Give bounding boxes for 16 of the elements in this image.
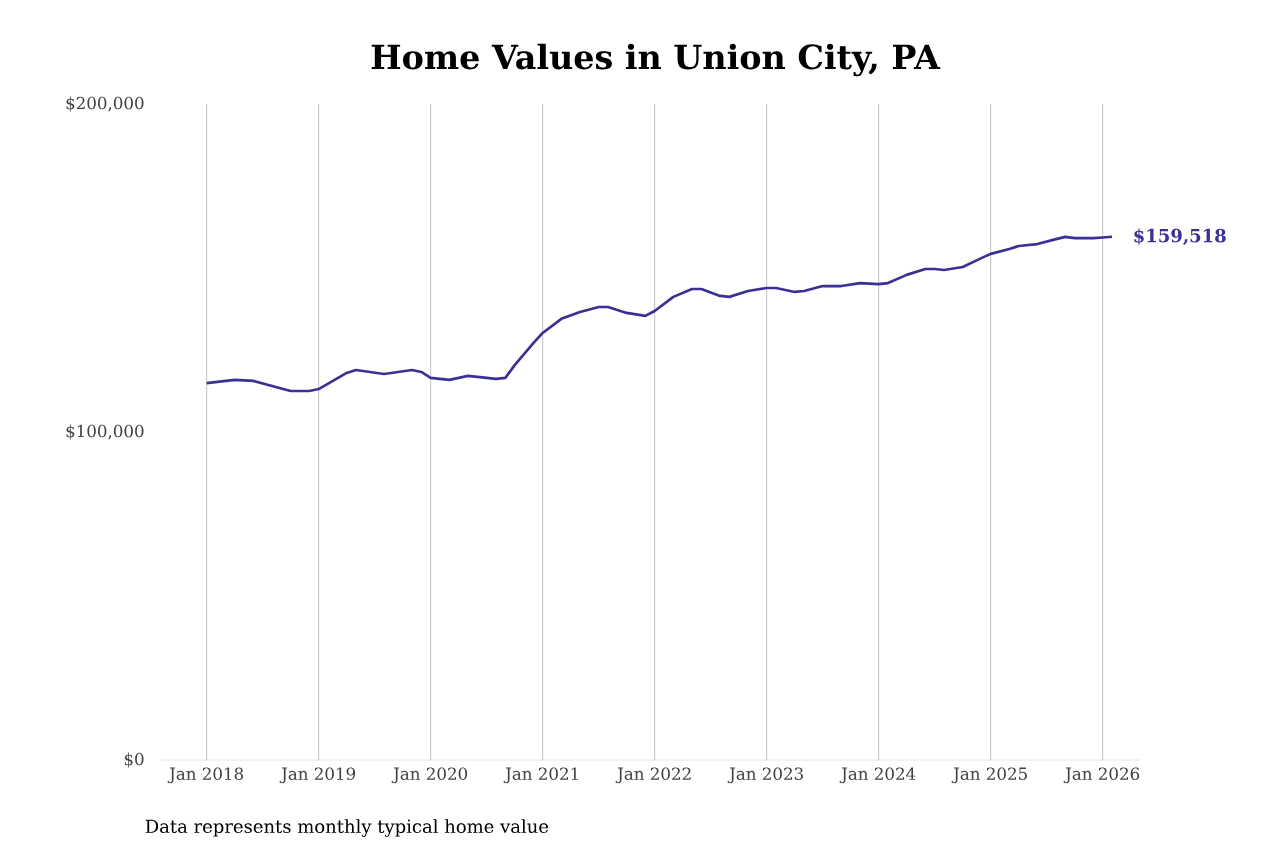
x-tick-label: Jan 2026 <box>1063 767 1140 784</box>
x-tick-label: Jan 2019 <box>279 767 356 784</box>
line-series <box>205 235 1114 393</box>
x-tick-label: Jan 2018 <box>167 767 244 784</box>
y-tick-label: $100,000 <box>66 424 144 440</box>
text: Data represents monthly typical home value <box>145 819 549 837</box>
annotation: $159,518 <box>1134 228 1226 246</box>
x-tick-label: Jan 2023 <box>727 767 803 784</box>
chart-title: Home Values in Union City, PA <box>371 43 941 77</box>
x-tick-label: Jan 2022 <box>615 767 691 784</box>
x-tick-label: Jan 2025 <box>951 767 1027 784</box>
x-tick-label: Jan 2024 <box>839 767 916 784</box>
x-tick-label: Jan 2020 <box>391 767 468 784</box>
x-tick-label: Jan 2021 <box>503 767 578 784</box>
y-tick-label: $0 <box>124 752 144 768</box>
y-tick-label: $200,000 <box>66 96 144 112</box>
